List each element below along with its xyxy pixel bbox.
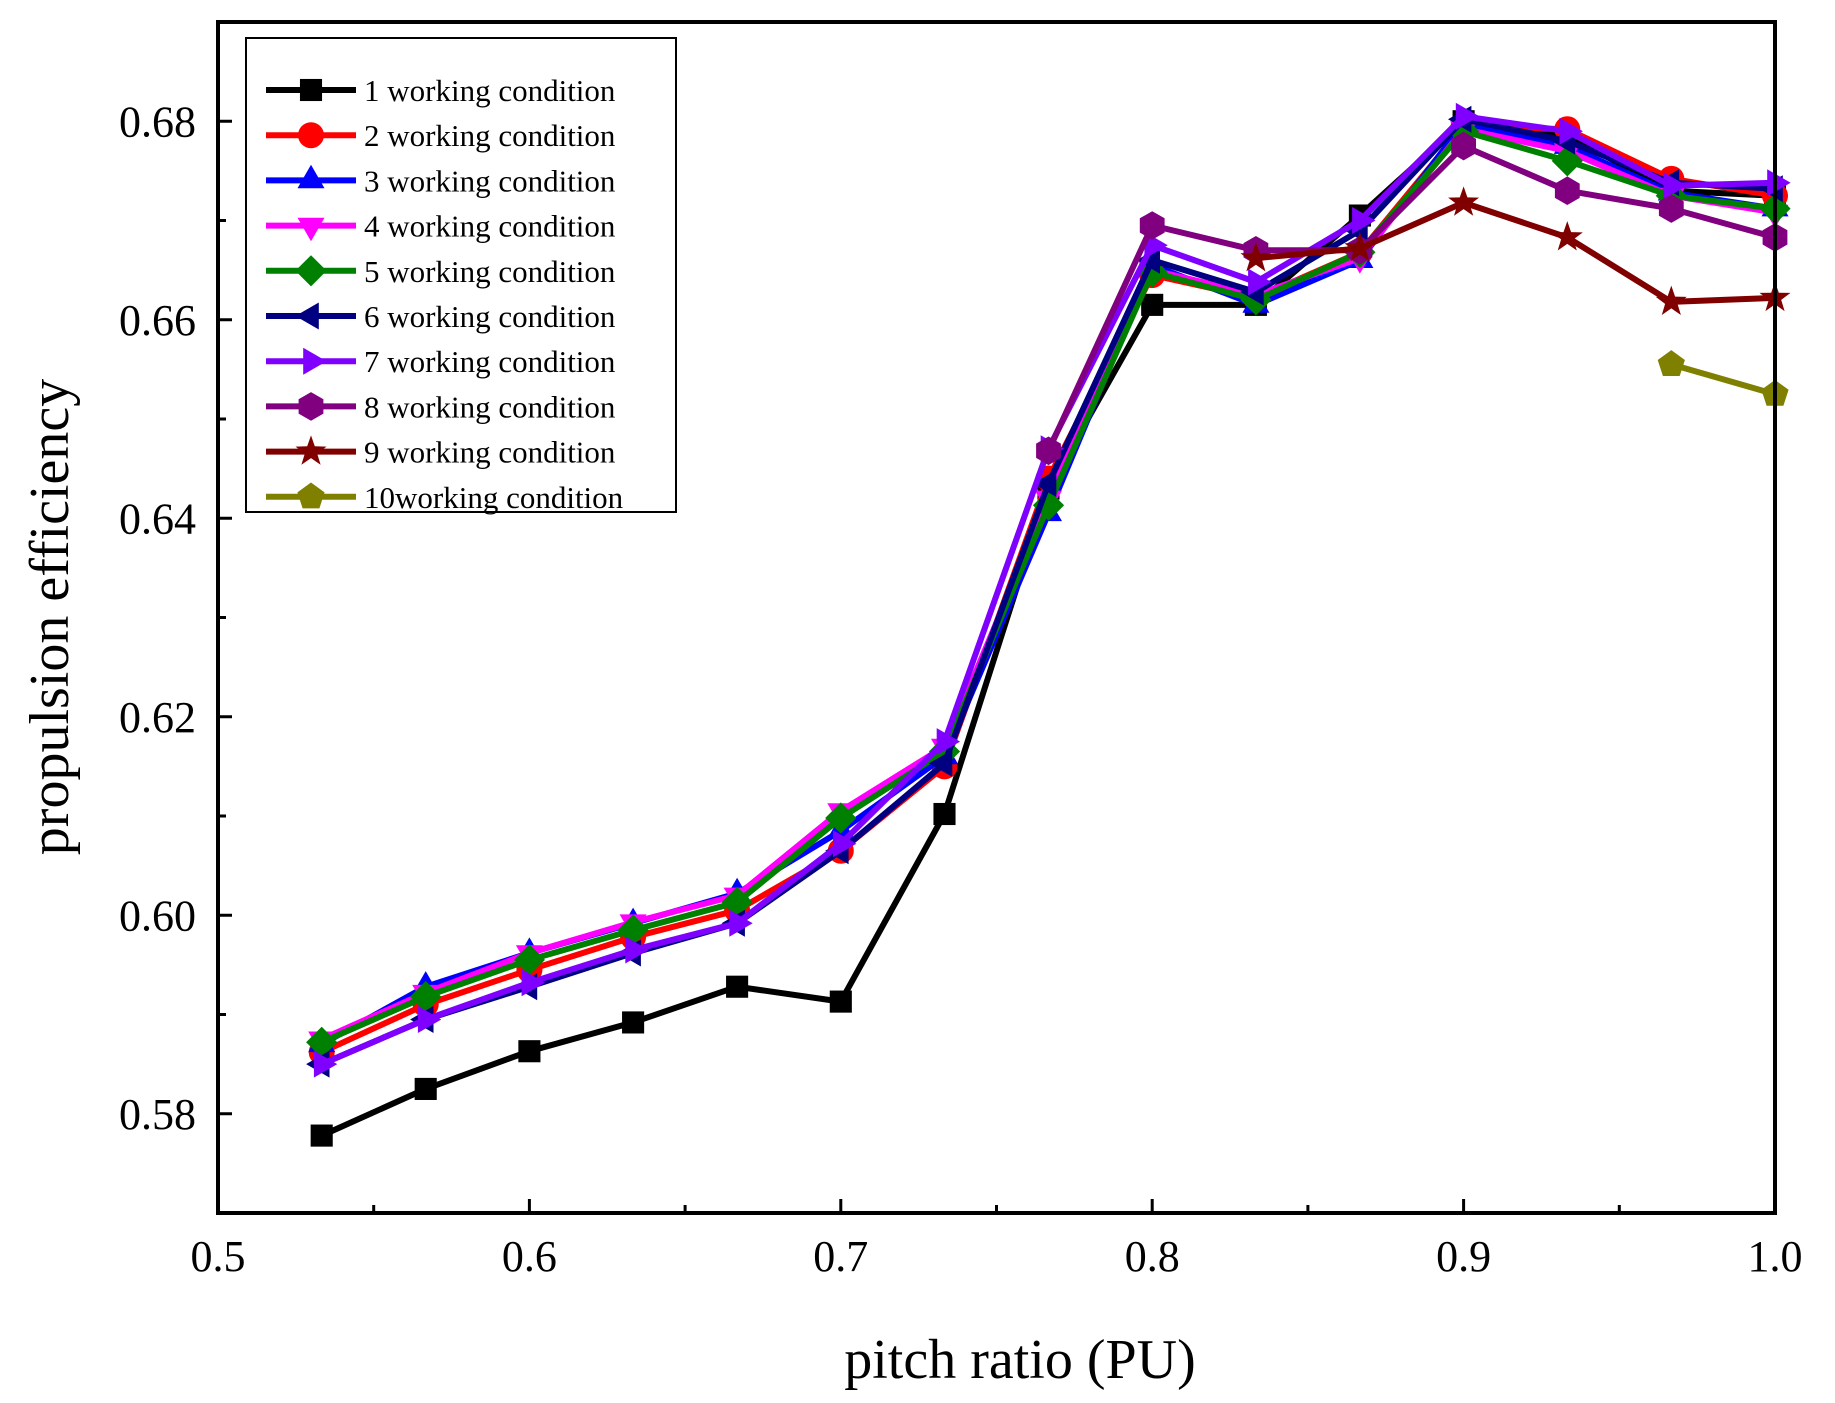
data-point [729, 909, 753, 937]
data-point [1032, 470, 1057, 497]
data-point [410, 981, 442, 1013]
legend-label: 7 working condition [364, 344, 616, 379]
data-point [513, 944, 545, 976]
x-tick-label: 0.9 [1436, 1232, 1491, 1281]
y-tick-label: 0.64 [119, 494, 196, 543]
legend-label: 3 working condition [364, 163, 616, 198]
data-point [1655, 285, 1687, 315]
series-line [1670, 361, 1776, 398]
x-tick-label: 1.0 [1748, 1232, 1803, 1281]
legend-marker [295, 255, 327, 287]
data-point [833, 830, 857, 858]
x-tick-label: 0.7 [813, 1232, 868, 1281]
data-point [518, 1040, 541, 1063]
series-9 [1240, 186, 1791, 315]
data-point [310, 1124, 333, 1147]
data-point [1455, 102, 1480, 130]
y-tick-label: 0.60 [119, 891, 196, 940]
data-point [414, 1077, 437, 1100]
legend-label: 6 working condition [364, 299, 616, 334]
data-point [1139, 211, 1165, 240]
data-point [1551, 221, 1583, 251]
data-point [1663, 172, 1687, 200]
data-point [1248, 268, 1272, 296]
legend-item: 6 working condition [266, 299, 616, 334]
x-tick-label: 0.6 [502, 1232, 557, 1281]
data-point [933, 802, 956, 826]
data-point [417, 1006, 442, 1033]
data-point [1240, 242, 1272, 272]
data-point [625, 936, 649, 964]
data-point [622, 1011, 645, 1034]
legend-item: 9 working condition [266, 435, 616, 470]
data-point [1559, 117, 1583, 145]
legend-marker [298, 392, 324, 421]
series-line [1045, 143, 1776, 453]
data-point [521, 969, 545, 997]
data-point [829, 990, 852, 1013]
legend-label: 1 working condition [364, 73, 616, 108]
x-axis-title: pitch ratio (PU) [844, 1329, 1195, 1391]
data-point [1658, 194, 1684, 223]
data-point [1036, 436, 1061, 466]
data-point [617, 914, 649, 946]
series-line [1255, 199, 1776, 305]
y-tick-label: 0.66 [119, 296, 196, 345]
data-point [721, 886, 753, 918]
legend-marker [298, 122, 324, 149]
data-point [1352, 207, 1376, 234]
data-point [1032, 489, 1065, 521]
y-tick-label: 0.62 [119, 693, 196, 742]
data-point [306, 1026, 338, 1058]
y-axis-title: propulsion efficiency [19, 379, 81, 855]
legend-marker [295, 302, 319, 330]
data-point [313, 1050, 338, 1078]
legend-label: 5 working condition [364, 254, 616, 289]
legend-item: 1 working condition [266, 73, 616, 108]
data-point [1344, 232, 1376, 262]
legend-item: 8 working condition [266, 389, 616, 424]
data-point [1448, 186, 1480, 216]
data-point [825, 802, 857, 834]
y-tick-label: 0.68 [119, 97, 196, 146]
x-tick-label: 0.8 [1125, 1232, 1180, 1281]
legend-marker [297, 164, 325, 189]
x-tick-label: 0.5 [191, 1232, 246, 1281]
legend-label: 8 working condition [364, 389, 616, 424]
data-point [928, 749, 953, 777]
legend-item: 10working condition [266, 480, 624, 515]
series-layer [306, 102, 1791, 1147]
data-point [1451, 131, 1476, 161]
data-point [936, 728, 961, 756]
legend-item: 2 working condition [266, 118, 616, 153]
data-point [1141, 293, 1164, 316]
legend-item: 4 working condition [266, 209, 616, 244]
legend-label: 2 working condition [364, 118, 616, 153]
legend: 1 working condition 2 working condition 3 … [245, 37, 677, 515]
legend-item: 7 working condition [266, 344, 616, 379]
legend-marker [303, 347, 327, 375]
axis-layer: 0.5 0.6 0.7 0.8 0.9 1.0 0.58 0.60 0.62 0.64 0.66 0.… [119, 97, 1803, 1281]
data-point [1657, 350, 1685, 376]
data-point [726, 975, 749, 998]
legend-label: 4 working condition [364, 209, 616, 244]
legend-item: 3 working condition [266, 163, 616, 198]
data-point [1554, 176, 1580, 205]
legend-label: 9 working condition [364, 435, 616, 470]
legend-marker [295, 435, 327, 465]
legend-marker [297, 482, 325, 509]
legend-marker [299, 78, 323, 102]
legend-item: 5 working condition [266, 254, 616, 289]
legend-label: 10working condition [364, 480, 624, 515]
series-10 [1657, 350, 1789, 406]
y-tick-label: 0.58 [119, 1090, 196, 1139]
data-point [1136, 246, 1160, 274]
legend-marker [297, 217, 325, 242]
